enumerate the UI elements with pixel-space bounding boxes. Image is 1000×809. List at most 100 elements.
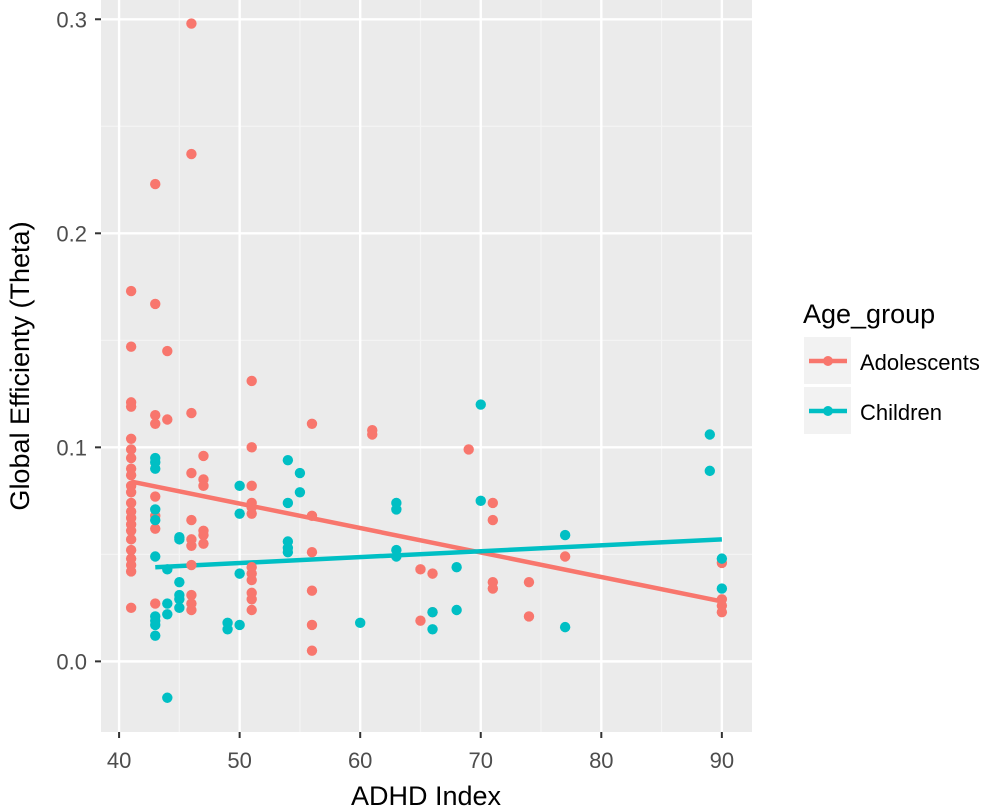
data-point-children (716, 583, 728, 594)
data-point-adolescents (125, 602, 137, 614)
data-point-adolescents (523, 611, 535, 622)
data-point-adolescents (487, 497, 499, 509)
data-point-adolescents (186, 589, 197, 601)
data-point-adolescents (367, 429, 378, 440)
data-point-adolescents (162, 414, 173, 425)
data-point-children (391, 551, 402, 562)
data-points (125, 18, 728, 703)
data-point-children (222, 624, 233, 635)
data-point-adolescents (150, 298, 161, 310)
data-point-adolescents (487, 583, 499, 594)
data-point-children (234, 619, 245, 631)
data-point-adolescents (415, 615, 426, 626)
x-axis-title: ADHD Index (351, 781, 502, 809)
legend-label-children: Children (860, 400, 942, 425)
data-point-adolescents (306, 619, 318, 631)
data-point-adolescents (125, 534, 137, 545)
data-point-children (174, 534, 185, 545)
data-point-adolescents (150, 178, 161, 190)
data-point-children (282, 454, 294, 466)
data-point-adolescents (125, 469, 137, 481)
data-point-adolescents (125, 401, 137, 412)
data-point-adolescents (523, 576, 535, 588)
data-point-children (427, 606, 438, 618)
trend-line-adolescents (130, 479, 723, 604)
legend-item-adolescents: Adolescents (804, 337, 980, 384)
data-point-adolescents (559, 551, 571, 562)
data-point-adolescents (186, 604, 197, 616)
data-point-children (174, 594, 185, 605)
data-point-adolescents (306, 547, 318, 558)
data-point-adolescents (716, 606, 728, 618)
data-point-adolescents (198, 480, 209, 492)
data-point-adolescents (306, 585, 318, 596)
data-point-adolescents (306, 645, 318, 656)
y-tick-label: 0.0 (56, 649, 87, 674)
data-point-adolescents (125, 285, 137, 297)
data-point-children (704, 465, 716, 477)
data-point-adolescents (306, 510, 318, 522)
data-point-children (150, 619, 161, 631)
y-tick-label: 0.2 (56, 221, 87, 246)
data-point-adolescents (150, 598, 161, 609)
data-point-children (559, 529, 571, 541)
data-point-adolescents (125, 497, 137, 509)
data-point-adolescents (150, 491, 161, 502)
data-point-children (150, 463, 161, 474)
data-point-adolescents (150, 523, 161, 534)
legend-key-point (823, 406, 833, 416)
data-point-adolescents (415, 564, 426, 575)
data-point-children (475, 399, 486, 410)
data-point-children (162, 564, 173, 575)
data-point-children (234, 568, 245, 579)
data-point-children (282, 547, 294, 558)
x-tick-label: 40 (107, 748, 131, 773)
data-point-adolescents (125, 566, 137, 577)
y-axis-ticks: 0.0 0.1 0.2 0.3 (56, 7, 101, 674)
data-point-adolescents (186, 407, 197, 419)
data-point-adolescents (246, 508, 257, 519)
data-point-adolescents (198, 538, 209, 549)
x-tick-label: 90 (710, 748, 734, 773)
x-axis-ticks: 40 50 60 70 80 90 (107, 732, 734, 773)
data-point-adolescents (186, 467, 197, 479)
data-point-adolescents (125, 525, 137, 537)
data-point-children (427, 624, 438, 635)
data-point-adolescents (162, 345, 173, 357)
data-point-children (234, 480, 245, 492)
data-point-children (391, 504, 402, 515)
legend-key-point (823, 356, 833, 366)
plot-panel (101, 0, 752, 732)
y-tick-label: 0.3 (56, 7, 87, 32)
data-point-adolescents (125, 433, 137, 444)
data-point-children (162, 609, 173, 620)
legend-label-adolescents: Adolescents (860, 350, 980, 375)
data-point-adolescents (125, 452, 137, 464)
x-tick-label: 80 (589, 748, 613, 773)
data-point-children (162, 692, 173, 703)
legend-item-children: Children (804, 387, 942, 434)
data-point-adolescents (198, 529, 209, 541)
data-point-children (716, 553, 728, 564)
data-point-adolescents (186, 18, 197, 29)
x-tick-label: 50 (227, 748, 251, 773)
data-point-children (150, 551, 161, 562)
data-point-adolescents (246, 375, 257, 387)
data-point-children (354, 617, 366, 629)
data-point-children (451, 561, 462, 573)
data-point-adolescents (246, 594, 257, 605)
data-point-adolescents (125, 544, 137, 556)
data-point-adolescents (198, 450, 209, 462)
data-point-children (451, 604, 462, 616)
data-point-children (150, 504, 161, 515)
y-axis-title: Global Efficienty (Theta) (5, 221, 35, 510)
x-tick-label: 70 (469, 748, 493, 773)
data-point-adolescents (246, 604, 257, 616)
data-point-adolescents (306, 418, 318, 429)
data-point-children (559, 621, 571, 633)
data-point-adolescents (487, 514, 499, 526)
y-tick-label: 0.1 (56, 435, 87, 460)
data-point-children (294, 487, 306, 498)
data-point-adolescents (246, 480, 257, 492)
